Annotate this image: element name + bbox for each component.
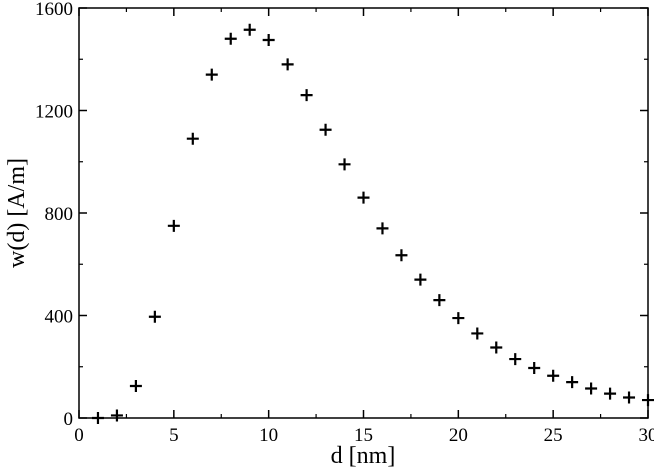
data-point: [167, 219, 180, 232]
y-tick-label: 0: [64, 409, 74, 430]
y-axis-label: w(d) [A/m]: [4, 158, 30, 268]
x-tick-label: 25: [544, 425, 563, 446]
data-point: [452, 312, 465, 325]
data-point: [319, 123, 332, 136]
data-point: [205, 68, 218, 81]
data-point: [566, 376, 579, 389]
data-point: [243, 23, 256, 36]
data-point: [528, 362, 541, 375]
x-tick-label: 15: [354, 425, 373, 446]
data-point: [338, 158, 351, 171]
plot-frame: [78, 7, 649, 419]
data-point: [300, 89, 313, 102]
data-point: [395, 249, 408, 262]
data-point: [623, 391, 636, 404]
data-point: [642, 394, 654, 407]
data-point: [224, 32, 237, 45]
y-tick-label: 800: [45, 204, 74, 225]
x-tick-label: 20: [449, 425, 468, 446]
y-tick-label: 1600: [35, 0, 73, 20]
data-points: [91, 23, 654, 424]
data-point: [186, 132, 199, 145]
data-point: [357, 191, 370, 204]
data-point: [91, 412, 104, 424]
data-point: [585, 382, 598, 395]
x-tick-label: 10: [259, 425, 278, 446]
data-point: [281, 58, 294, 71]
x-axis-ticks: 0 5 10 15 20 25 30: [74, 8, 654, 446]
data-point: [490, 341, 503, 354]
data-point: [433, 294, 446, 307]
data-point: [604, 387, 617, 400]
y-tick-label: 400: [45, 307, 74, 328]
data-point: [471, 327, 484, 340]
data-point: [148, 310, 161, 323]
x-tick-label: 30: [639, 425, 654, 446]
x-tick-label: 0: [74, 425, 84, 446]
data-point: [509, 353, 522, 366]
data-point: [376, 222, 389, 235]
data-point: [110, 409, 123, 422]
y-axis-ticks: 0 400 800 1200 1600: [35, 0, 648, 430]
data-point: [547, 369, 560, 382]
x-axis-label: d [nm]: [331, 443, 396, 469]
x-tick-label: 5: [169, 425, 179, 446]
data-point: [129, 379, 142, 392]
y-tick-label: 1200: [35, 102, 73, 123]
data-point: [414, 273, 427, 286]
data-point: [262, 34, 275, 47]
